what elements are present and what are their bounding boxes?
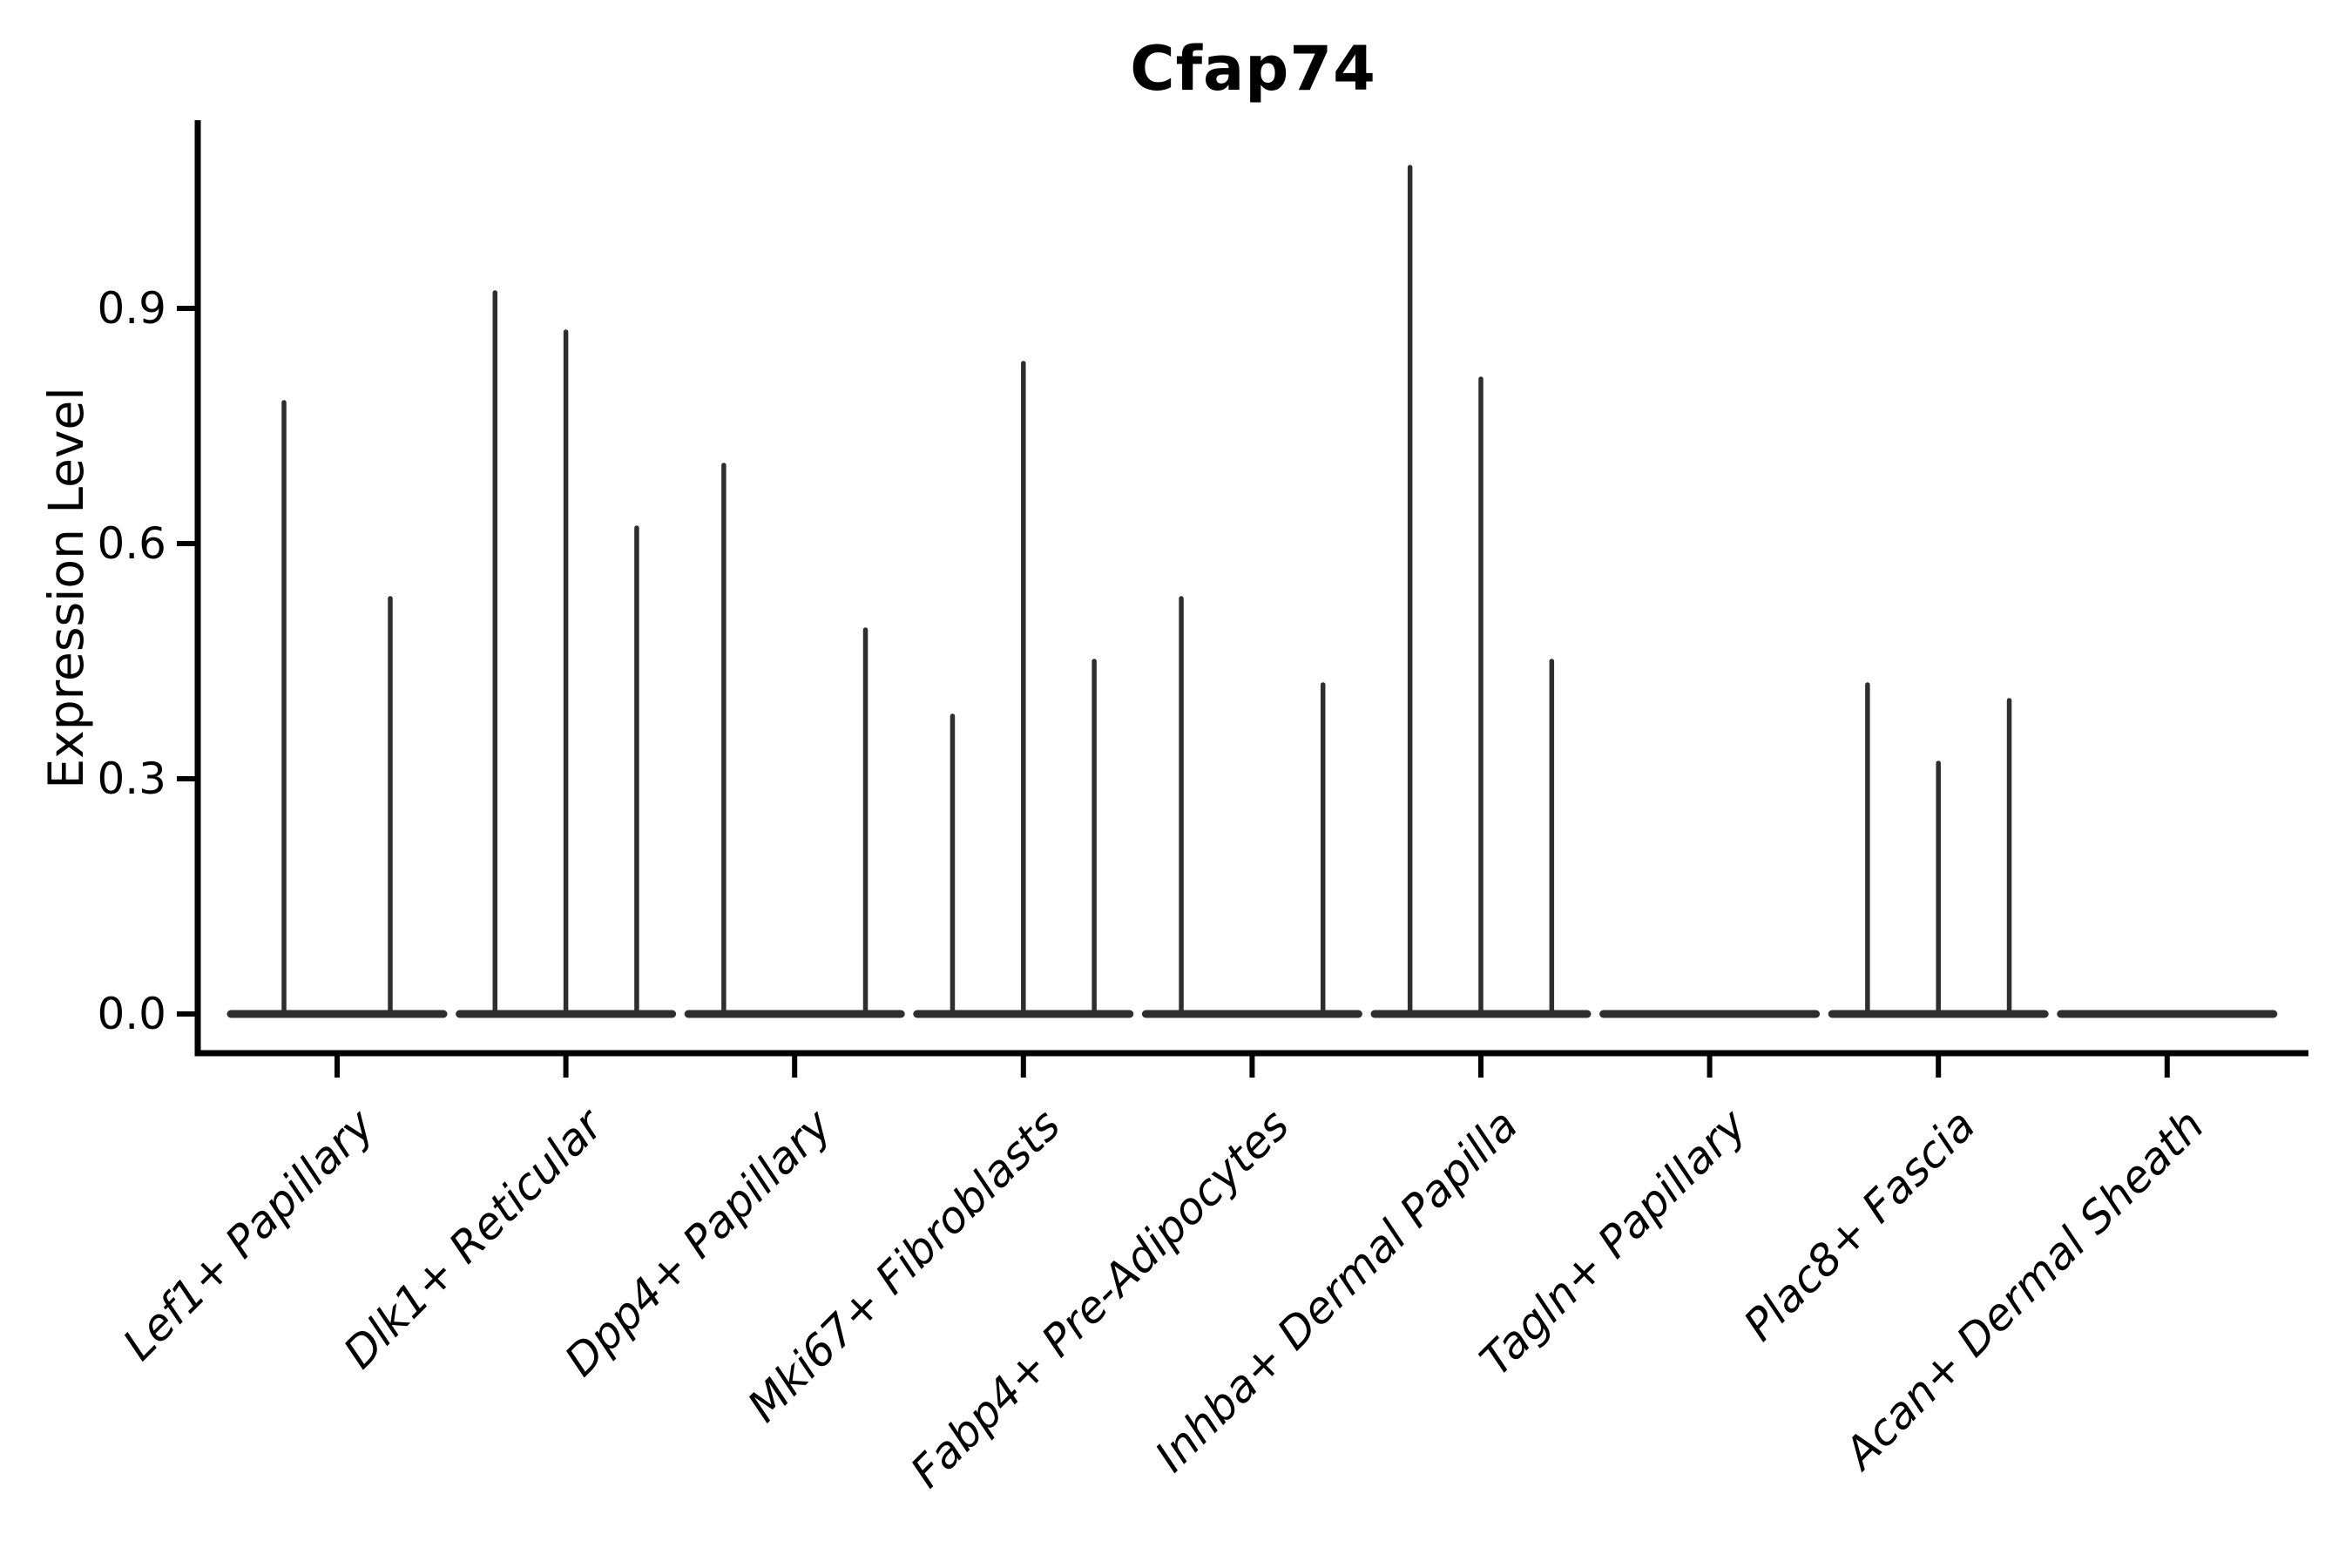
x-tick-label: Acan+ Dermal Sheath — [1833, 1099, 2213, 1480]
y-tick-label: 0.6 — [97, 518, 166, 569]
x-tick-label: Inhba+ Dermal Papilla — [1146, 1099, 1527, 1481]
y-tick-label: 0.0 — [97, 989, 166, 1039]
x-tick-label: Fabp4+ Pre-Adipocytes — [901, 1099, 1299, 1497]
x-tick-label: Lef1+ Papillary — [113, 1098, 384, 1369]
y-tick-label: 0.9 — [97, 283, 166, 334]
x-tick-label: Plac8+ Fascia — [1734, 1099, 1985, 1350]
plot-title: Cfap74 — [1130, 33, 1376, 105]
y-tick-label: 0.3 — [97, 754, 166, 804]
